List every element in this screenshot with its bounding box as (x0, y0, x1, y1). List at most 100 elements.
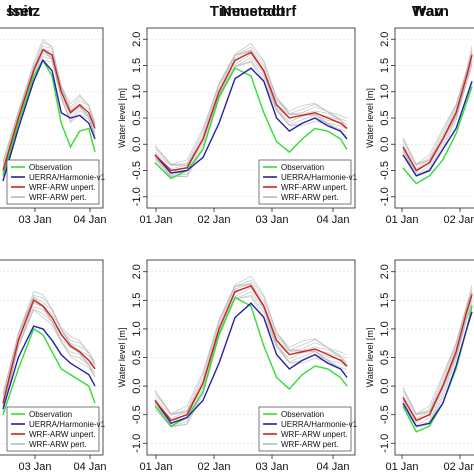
x-tick-label: 02 Jan (443, 214, 474, 226)
legend-label: Observation (29, 410, 72, 419)
y-tick-label: 2.0 (131, 32, 143, 47)
legend-label: WRF-ARW pert. (281, 440, 339, 449)
y-tick-label: 2.0 (379, 264, 391, 279)
series-observation (2, 327, 96, 415)
y-tick-label: 0.5 (131, 350, 143, 365)
legend-label: UERRA/Harmonie-v1 (29, 173, 106, 182)
legend-label: WRF-ARW unpert. (281, 183, 348, 192)
y-tick-label: -0.5 (379, 405, 391, 424)
y-tick-label: -1.0 (379, 187, 391, 206)
y-tick-label: 0.5 (131, 110, 143, 125)
y-tick-label: 1.0 (379, 84, 391, 99)
plot-frame (0, 259, 104, 456)
panel-5: Neustadt 01 Jan 02 Jan 03 Jan 04 Jan -1.0 -0.5… (117, 3, 358, 473)
x-tick-label: 03 Jan (255, 214, 288, 226)
y-tick-label: 1.0 (131, 321, 143, 336)
series-wrf-arw-pert (154, 50, 348, 174)
series-wrf-arw-pert (154, 46, 348, 166)
panel-title: snitz (6, 3, 40, 20)
series-uerra-harmonie-v1 (154, 67, 348, 174)
legend-label: UERRA/Harmonie-v1 (281, 173, 358, 182)
x-tick-label: 04 Jan (73, 461, 106, 473)
series-wrf-arw-unpert (2, 299, 96, 404)
x-tick-label: 01 Jan (385, 461, 418, 473)
series-uerra-harmonie-v1 (402, 311, 473, 427)
y-axis-label: Water level [m] (117, 88, 127, 148)
series-uerra-harmonie-v1 (402, 81, 473, 177)
y-tick-label: 0.5 (379, 110, 391, 125)
x-tick-label: 04 Jan (73, 214, 106, 226)
x-tick-label: 01 Jan (139, 214, 172, 226)
series-wrf-arw-pert (154, 282, 348, 415)
series-wrf-arw-pert (2, 308, 96, 409)
series-wrf-arw-pert (154, 49, 348, 166)
series-wrf-arw-unpert (154, 51, 348, 172)
y-tick-label: 1.5 (131, 293, 143, 308)
panel-3: Warn 01 Jan 02 Jan -1.0 -0.5 0.0 0.5 1.0 1.5 2.0 W… (365, 3, 474, 226)
series-wrf-arw-unpert (2, 48, 96, 171)
x-tick-label: 03 Jan (255, 461, 288, 473)
legend-label: UERRA/Harmonie-v1 (281, 420, 358, 429)
legend-label: UERRA/Harmonie-v1 (29, 420, 106, 429)
panel-2: Timmendorf 01 Jan 02 Jan 03 Jan 04 Jan -1.0 -0… (117, 3, 358, 226)
y-tick-label: 0.0 (131, 137, 143, 152)
y-tick-label: 1.0 (131, 84, 143, 99)
legend-label: WRF-ARW unpert. (281, 430, 348, 439)
series-wrf-arw-pert (2, 291, 96, 394)
series-observation (154, 67, 348, 180)
panel-title: Neustadt (221, 3, 285, 20)
y-axis-label: Water level [m] (365, 88, 375, 148)
panel-1: lser 03 Jan 04 Jan ObservationUERRA/Harmoni… (0, 3, 107, 226)
y-tick-label: -0.5 (131, 405, 143, 424)
y-tick-label: 0.0 (131, 378, 143, 393)
series-wrf-arw-unpert (154, 285, 348, 422)
legend-label: WRF-ARW pert. (29, 440, 87, 449)
legend-label: WRF-ARW unpert. (29, 183, 96, 192)
x-tick-label: 02 Jan (443, 461, 474, 473)
y-tick-label: 1.5 (379, 58, 391, 73)
y-tick-label: 1.5 (379, 293, 391, 308)
series-wrf-arw-pert (2, 306, 96, 407)
plot-frame (394, 259, 474, 456)
y-tick-label: -0.5 (379, 161, 391, 180)
y-tick-label: 1.0 (379, 321, 391, 336)
x-tick-label: 01 Jan (139, 461, 172, 473)
series-observation (154, 296, 348, 428)
x-tick-label: 02 Jan (197, 461, 230, 473)
legend-label: Observation (281, 410, 324, 419)
series-observation (2, 58, 96, 176)
y-tick-label: 2.0 (379, 32, 391, 47)
legend-label: WRF-ARW unpert. (29, 430, 96, 439)
panel-title: Warn (412, 3, 449, 20)
legend-label: Observation (29, 163, 72, 172)
y-tick-label: 0.0 (379, 378, 391, 393)
x-tick-label: 03 Jan (18, 461, 51, 473)
legend-label: WRF-ARW pert. (281, 193, 339, 202)
legend-label: Observation (281, 163, 324, 172)
series-wrf-arw-pert (402, 45, 473, 165)
x-tick-label: 01 Jan (385, 214, 418, 226)
series-wrf-arw-pert (2, 302, 96, 407)
y-tick-label: 0.5 (379, 350, 391, 365)
series-wrf-arw-pert (2, 38, 96, 162)
y-tick-label: 2.0 (131, 264, 143, 279)
series-wrf-arw-pert (2, 49, 96, 172)
series-observation (402, 86, 473, 185)
series-uerra-harmonie-v1 (2, 58, 96, 182)
plot-frame (0, 27, 104, 209)
x-tick-label: 02 Jan (197, 214, 230, 226)
y-axis-label: Water level [m] (365, 328, 375, 388)
x-tick-label: 04 Jan (316, 214, 349, 226)
series-wrf-arw-pert (402, 284, 473, 415)
y-tick-label: -1.0 (379, 434, 391, 453)
plot-frame (394, 27, 474, 209)
legend-label: WRF-ARW pert. (29, 193, 87, 202)
series-wrf-arw-unpert (402, 294, 473, 422)
y-tick-label: -1.0 (131, 434, 143, 453)
